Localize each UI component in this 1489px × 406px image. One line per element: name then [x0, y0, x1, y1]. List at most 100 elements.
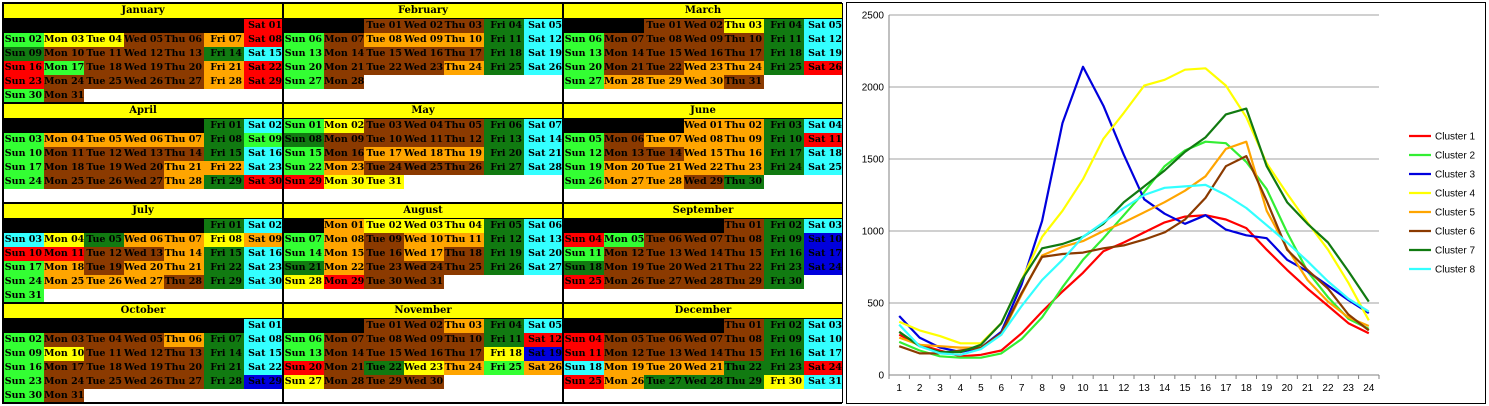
- day-cell: Mon 11: [44, 247, 84, 261]
- day-cell: Wed 06: [124, 133, 164, 147]
- day-cell: Wed 21: [684, 361, 724, 375]
- day-cell: Tue 04: [84, 33, 124, 47]
- day-cell: Thu 29: [724, 375, 764, 389]
- empty-cell: [564, 319, 604, 333]
- x-tick-label: 7: [1019, 383, 1025, 394]
- day-cell: Tue 27: [644, 375, 684, 389]
- day-cell: Sat 05: [524, 319, 562, 333]
- day-cell: Wed 31: [404, 275, 444, 289]
- day-cell: Fri 25: [484, 361, 524, 375]
- empty-cell: [164, 289, 204, 302]
- empty-cell: [44, 319, 84, 333]
- day-cell: Wed 30: [684, 75, 724, 89]
- day-cell: Fri 29: [204, 175, 244, 189]
- day-cell: Tue 11: [84, 47, 124, 61]
- empty-cell: [204, 319, 244, 333]
- day-cell: Wed 15: [684, 147, 724, 161]
- day-cell: Fri 08: [204, 233, 244, 247]
- day-cell: Mon 27: [604, 175, 644, 189]
- day-cell: Thu 20: [164, 61, 204, 75]
- day-cell: Mon 16: [324, 147, 364, 161]
- day-cell: Mon 28: [324, 75, 364, 89]
- day-cell: Tue 01: [644, 19, 684, 33]
- day-cell: Fri 21: [204, 361, 244, 375]
- day-cell: Mon 13: [604, 147, 644, 161]
- day-cell: Sat 05: [804, 19, 842, 33]
- month-days: Wed 01 Thu 02 Fri 03 Sat 04 Sun 05 Mon 06 Tue …: [564, 119, 842, 189]
- day-cell: Thu 09: [724, 133, 764, 147]
- month-october: October Sat 01 Sun 02 Mon 03 Tue 04 Wed 05 Thu…: [3, 303, 283, 403]
- day-cell: Thu 01: [724, 319, 764, 333]
- day-cell: Mon 31: [44, 389, 84, 402]
- day-cell: Fri 02: [764, 319, 804, 333]
- day-cell: Wed 09: [684, 33, 724, 47]
- day-cell: Tue 13: [644, 347, 684, 361]
- empty-cell: [84, 119, 124, 133]
- day-cell: Tue 31: [364, 175, 404, 189]
- day-cell: Tue 17: [364, 147, 404, 161]
- day-cell: Thu 25: [444, 261, 484, 275]
- empty-cell: [124, 119, 164, 133]
- day-cell: Wed 02: [684, 19, 724, 33]
- day-cell: Mon 22: [324, 261, 364, 275]
- day-cell: Sun 09: [4, 347, 44, 361]
- day-cell: Sun 18: [564, 361, 604, 375]
- empty-cell: [444, 175, 484, 189]
- day-cell: Wed 16: [404, 347, 444, 361]
- day-cell: Sun 25: [564, 375, 604, 389]
- day-cell: Sun 17: [4, 161, 44, 175]
- day-cell: Wed 30: [404, 375, 444, 389]
- empty-cell: [804, 175, 842, 189]
- day-cell: Fri 04: [484, 319, 524, 333]
- empty-cell: [524, 275, 562, 289]
- day-cell: Fri 07: [204, 33, 244, 47]
- day-cell: Thu 14: [164, 247, 204, 261]
- series-line-cluster-4: [898, 67, 1370, 345]
- day-cell: Sat 01: [244, 319, 282, 333]
- day-cell: Wed 29: [684, 175, 724, 189]
- month-june: June Wed 01 Thu 02 Fri 03 Sat 04 Sun 05 Mon 06…: [563, 103, 843, 203]
- empty-cell: [604, 319, 644, 333]
- day-cell: Wed 19: [124, 61, 164, 75]
- day-cell: Mon 03: [44, 33, 84, 47]
- empty-cell: [324, 319, 364, 333]
- day-cell: Thu 10: [444, 33, 484, 47]
- day-cell: Mon 07: [324, 33, 364, 47]
- day-cell: Sun 18: [564, 261, 604, 275]
- day-cell: Sat 21: [524, 147, 562, 161]
- day-cell: Sat 30: [244, 175, 282, 189]
- day-cell: Wed 09: [404, 333, 444, 347]
- month-title: June: [564, 104, 842, 119]
- day-cell: Thu 03: [724, 19, 764, 33]
- day-cell: Fri 23: [764, 261, 804, 275]
- day-cell: Sun 17: [4, 261, 44, 275]
- empty-cell: [604, 219, 644, 233]
- empty-cell: [484, 175, 524, 189]
- x-tick-label: 5: [978, 383, 984, 394]
- day-cell: Thu 08: [724, 233, 764, 247]
- x-tick-label: 8: [1039, 383, 1045, 394]
- day-cell: Mon 23: [324, 161, 364, 175]
- day-cell: Wed 05: [124, 333, 164, 347]
- day-cell: Fri 16: [764, 347, 804, 361]
- day-cell: Mon 31: [44, 89, 84, 102]
- day-cell: Tue 06: [644, 333, 684, 347]
- legend-label: Cluster 4: [1435, 189, 1475, 200]
- legend-label: Cluster 6: [1435, 227, 1475, 238]
- day-cell: Thu 07: [164, 233, 204, 247]
- day-cell: Fri 11: [484, 333, 524, 347]
- empty-cell: [804, 75, 842, 89]
- day-cell: Fri 12: [484, 233, 524, 247]
- empty-cell: [644, 219, 684, 233]
- day-cell: Sat 10: [804, 333, 842, 347]
- x-tick-label: 14: [1159, 383, 1171, 394]
- empty-cell: [524, 375, 562, 389]
- day-cell: Thu 15: [724, 347, 764, 361]
- day-cell: Thu 05: [444, 119, 484, 133]
- legend-label: Cluster 1: [1435, 132, 1475, 143]
- empty-cell: [644, 319, 684, 333]
- day-cell: Mon 24: [44, 75, 84, 89]
- day-cell: Wed 12: [124, 347, 164, 361]
